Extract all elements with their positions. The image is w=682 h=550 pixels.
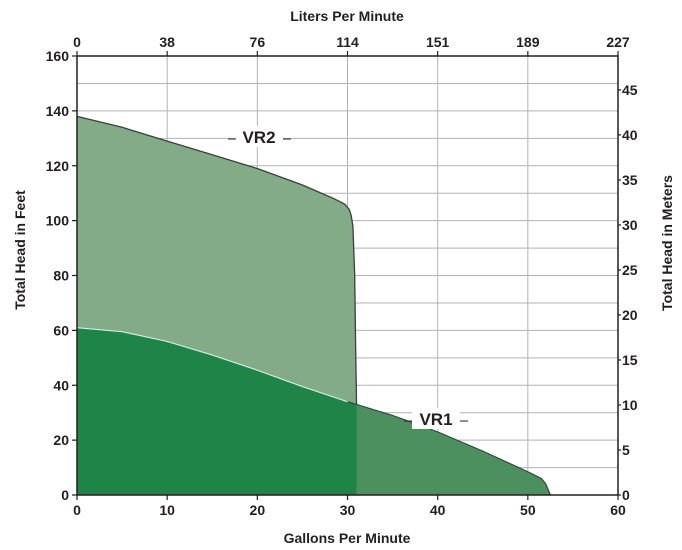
y-right-tick-label: 40 xyxy=(622,127,638,143)
y-left-tick-label: 0 xyxy=(61,487,69,503)
series-labels: VR2 VR1 xyxy=(228,126,468,429)
x-bottom-tick-label: 0 xyxy=(73,502,81,518)
y-right-tick-label: 5 xyxy=(622,442,630,458)
vr2-curve xyxy=(76,115,358,405)
y-right-tick-label: 0 xyxy=(622,487,630,503)
y-left-tick-label: 60 xyxy=(53,322,69,338)
vr1-area xyxy=(77,327,357,495)
x-top-tick-label: 0 xyxy=(73,34,81,50)
vr1-label-background xyxy=(412,408,460,429)
y-left-tick-label: 120 xyxy=(46,158,70,174)
y-left-tick-label: 160 xyxy=(46,48,70,64)
x-top-tick-label: 227 xyxy=(606,34,630,50)
x-axis-bottom-title: Gallons Per Minute xyxy=(284,530,411,546)
x-top-tick-label: 114 xyxy=(336,34,359,50)
x-bottom-tick-label: 40 xyxy=(430,502,446,518)
y-left-tick-label: 20 xyxy=(53,432,69,448)
x-top-tick-label: 189 xyxy=(516,34,540,50)
vr1-curve-highlight xyxy=(76,327,348,403)
y-axis-right-title: Total Head in Meters xyxy=(659,175,675,311)
vr2-label-background xyxy=(235,126,283,147)
vr1-label: VR1 xyxy=(419,410,452,429)
x-bottom-tick-label: 20 xyxy=(250,502,266,518)
y-right-tick-label: 30 xyxy=(622,217,638,233)
y-right-tick-label: 25 xyxy=(622,262,638,278)
y-left-tick-label: 100 xyxy=(46,213,70,229)
x-bottom-tick-label: 50 xyxy=(520,502,536,518)
y-right-tick-label: 35 xyxy=(622,172,638,188)
x-axis-top-title: Liters Per Minute xyxy=(290,8,404,24)
area-fills xyxy=(76,115,551,496)
y-right-tick-label: 15 xyxy=(622,352,638,368)
y-left-tick-label: 140 xyxy=(46,103,70,119)
y-right-tick-label: 45 xyxy=(622,82,638,98)
y-right-tick-label: 20 xyxy=(622,307,638,323)
y-right-tick-label: 10 xyxy=(622,397,638,413)
y-left-tick-label: 40 xyxy=(53,377,69,393)
vr2-label: VR2 xyxy=(242,128,275,147)
x-top-tick-label: 151 xyxy=(426,34,450,50)
x-bottom-tick-label: 10 xyxy=(159,502,175,518)
y-axis-left-title: Total Head in Feet xyxy=(12,190,28,310)
x-bottom-tick-label: 30 xyxy=(340,502,356,518)
x-top-tick-label: 38 xyxy=(159,34,175,50)
x-top-tick-label: 76 xyxy=(250,34,266,50)
tick-labels: 0 10 20 30 40 50 600 38 76 114 151 189 2270204060801… xyxy=(46,34,638,518)
x-bottom-tick-label: 60 xyxy=(610,502,626,518)
y-left-tick-label: 80 xyxy=(53,268,69,284)
